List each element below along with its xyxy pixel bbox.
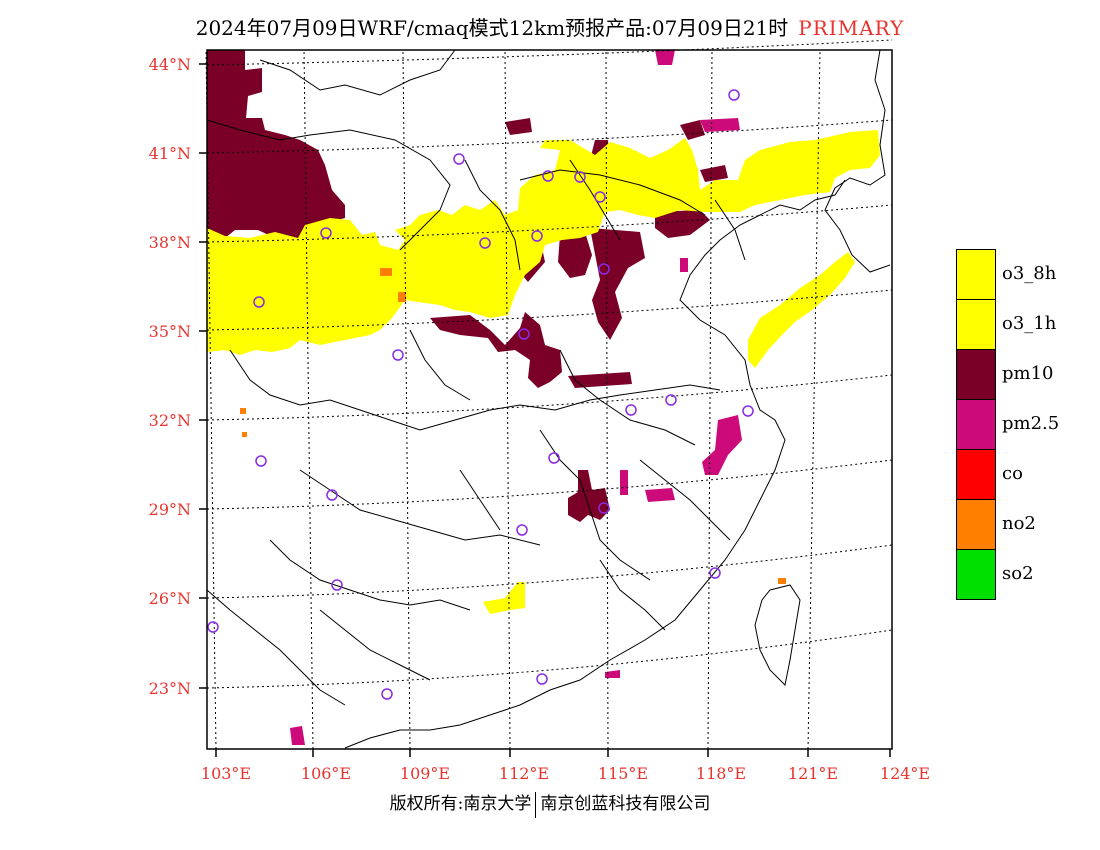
legend-label-pm25: pm2.5 [1002,413,1060,434]
legend-swatch-o3-8h [956,249,996,300]
lat-label-26n: 26°N [148,589,191,608]
lon-label-103e: 103°E [200,764,252,783]
lat-label-38n: 38°N [148,233,191,252]
lat-label-35n: 35°N [148,322,191,341]
copyright-footer: 版权所有:南京大学 南京创蓝科技有限公司 [0,789,1100,818]
lon-label-109e: 109°E [399,764,451,783]
lon-label-124e: 124°E [879,764,931,783]
legend-label-no2: no2 [1002,513,1036,534]
legend-label-pm10: pm10 [1002,363,1054,384]
copyright-right: 南京创蓝科技有限公司 [540,794,711,814]
legend-label-so2: so2 [1002,563,1034,584]
no2-spots [240,268,786,584]
map-title: 2024年07月09日WRF/cmaq模式12km预报产品:07月09日21时 P… [0,12,1100,41]
lon-label-112e: 112°E [498,764,550,783]
legend-swatch-pm25 [956,399,996,450]
o3-regions [207,130,880,614]
lon-label-121e: 121°E [787,764,839,783]
title-text: 2024年07月09日WRF/cmaq模式12km预报产品:07月09日21时 [195,16,789,40]
legend-label-co: co [1002,463,1023,484]
map-frame [206,49,893,750]
lon-label-115e: 115°E [597,764,649,783]
legend-swatch-o3-1h [956,299,996,350]
pm25-regions [290,50,742,745]
lon-label-118e: 118°E [695,764,747,783]
legend-swatch-so2 [956,549,996,600]
legend-swatch-co [956,449,996,500]
city-markers [207,89,754,700]
lat-label-41n: 41°N [148,144,191,163]
axis-ticks [199,63,891,757]
lat-label-23n: 23°N [148,679,191,698]
copyright-left: 版权所有:南京大学 [389,794,532,814]
lat-label-29n: 29°N [148,500,191,519]
lat-label-32n: 32°N [148,411,191,430]
lon-label-106e: 106°E [300,764,352,783]
primary-tag: PRIMARY [798,16,905,40]
legend-swatch-pm10 [956,349,996,400]
legend-label-o3-1h: o3_1h [1002,313,1057,334]
legend-swatch-no2 [956,499,996,550]
lat-label-44n: 44°N [148,55,191,74]
footer-divider [535,791,537,818]
legend-label-o3-8h: o3_8h [1002,263,1057,284]
